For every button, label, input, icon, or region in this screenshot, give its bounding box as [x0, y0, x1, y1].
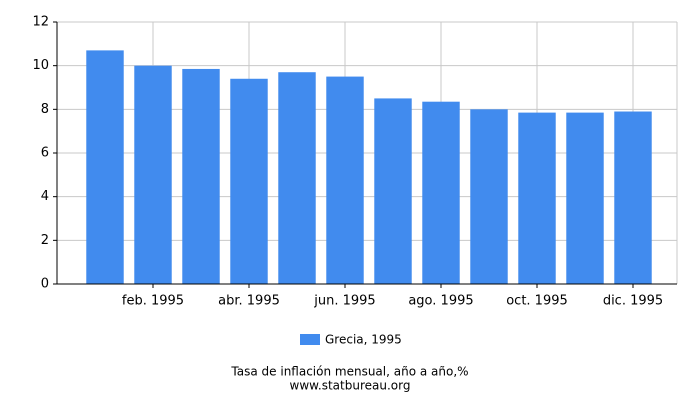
source: www.statbureau.org — [290, 379, 411, 393]
y-tick-label: 8 — [41, 102, 49, 117]
bar — [326, 76, 364, 284]
x-tick-label: feb. 1995 — [122, 294, 184, 309]
x-tick-label: jun. 1995 — [313, 294, 375, 309]
chart-title: Tasa de inflación mensual, año a año,% — [230, 365, 468, 379]
legend-swatch — [300, 334, 320, 345]
bar — [374, 98, 412, 285]
bar — [278, 72, 316, 284]
bar — [566, 112, 604, 284]
x-tick-label: abr. 1995 — [218, 294, 280, 309]
bar — [518, 112, 556, 284]
x-tick-label: oct. 1995 — [506, 294, 568, 309]
x-tick-label: ago. 1995 — [408, 294, 473, 309]
bar — [422, 101, 460, 284]
bar — [134, 65, 172, 285]
bar — [614, 111, 652, 285]
bar — [230, 78, 268, 285]
y-tick-label: 2 — [41, 233, 49, 248]
y-tick-label: 4 — [41, 189, 49, 204]
x-tick-label: dic. 1995 — [603, 294, 663, 309]
bar — [182, 68, 220, 284]
legend-label: Grecia, 1995 — [325, 333, 402, 347]
y-tick-label: 6 — [41, 146, 49, 161]
y-tick-label: 10 — [32, 58, 49, 73]
bar — [470, 109, 508, 284]
bar — [86, 50, 124, 285]
y-tick-label: 0 — [41, 277, 49, 292]
y-tick-label: 12 — [32, 15, 49, 30]
